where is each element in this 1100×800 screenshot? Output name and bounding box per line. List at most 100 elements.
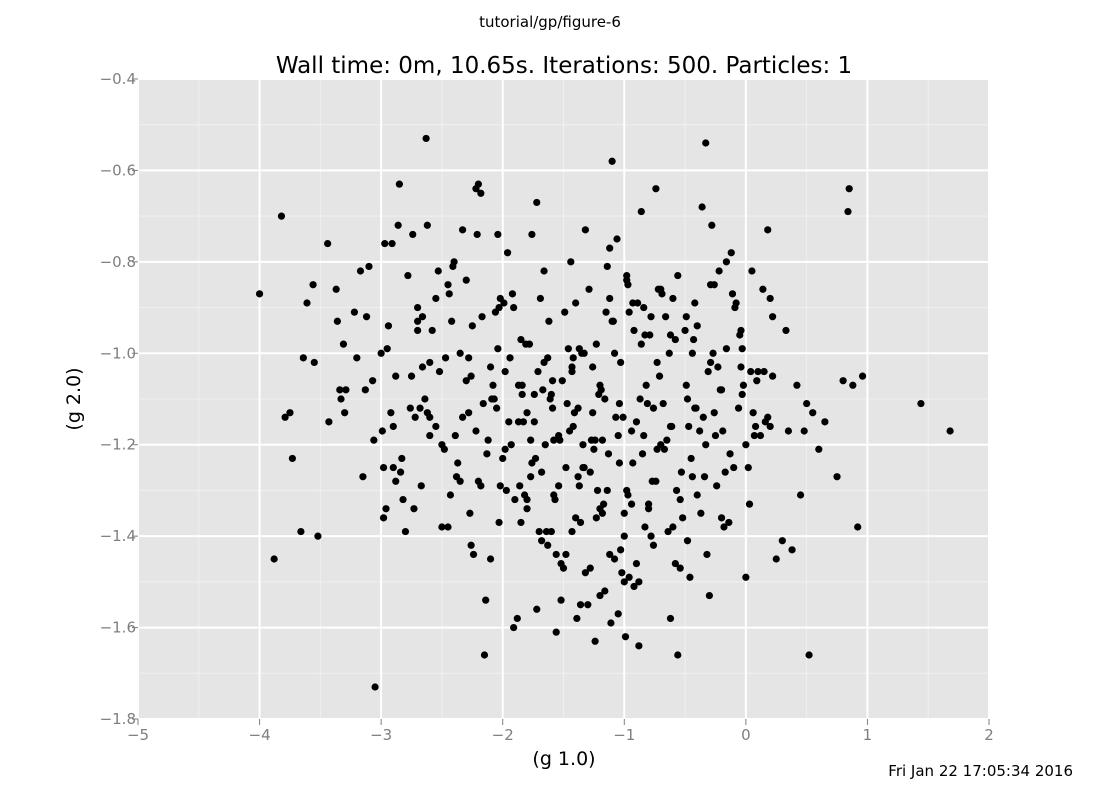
x-tick-label: 2 [984, 726, 994, 744]
data-point [359, 473, 367, 481]
data-point [717, 514, 726, 522]
data-point [591, 637, 599, 645]
data-point [606, 294, 614, 303]
data-point [803, 399, 811, 408]
data-point [314, 532, 322, 540]
data-point [387, 409, 395, 417]
data-point [766, 422, 774, 431]
data-point [657, 285, 665, 293]
data-point [394, 221, 402, 229]
data-point [709, 349, 717, 357]
data-point [606, 244, 614, 252]
data-point [641, 523, 649, 531]
data-point [479, 399, 487, 408]
data-point [523, 409, 531, 417]
data-point [527, 473, 535, 481]
x-tick-label: 1 [863, 726, 873, 744]
x-axis-label: (g 1.0) [532, 748, 595, 770]
data-point [617, 546, 625, 554]
data-point [572, 299, 580, 307]
data-point [569, 422, 577, 431]
data-point [399, 495, 407, 504]
data-point [465, 354, 473, 362]
data-point [617, 358, 625, 367]
data-point [738, 345, 746, 353]
data-point [544, 541, 552, 549]
data-point [584, 601, 592, 609]
data-point [604, 450, 613, 458]
data-point [388, 239, 396, 248]
data-point [715, 267, 723, 275]
data-point [632, 418, 641, 426]
data-point [502, 486, 510, 495]
data-point [750, 431, 758, 440]
data-point [286, 409, 294, 417]
data-point [589, 409, 597, 417]
data-point [341, 409, 349, 417]
data-point [606, 550, 614, 559]
data-point [833, 473, 841, 481]
x-tick-label: −4 [249, 726, 271, 744]
data-point [478, 313, 486, 321]
data-point [299, 354, 307, 362]
data-point [643, 399, 651, 408]
data-point [255, 290, 264, 298]
data-point [332, 285, 340, 293]
data-point [469, 550, 478, 559]
data-point [608, 157, 616, 165]
data-point [530, 390, 538, 399]
data-point [562, 463, 570, 472]
data-point [653, 445, 661, 453]
data-point [550, 436, 558, 444]
x-tick-label: −3 [370, 726, 392, 744]
data-point [686, 573, 694, 581]
data-point [517, 518, 525, 527]
data-point [465, 409, 473, 417]
data-point [614, 610, 622, 618]
data-point [466, 509, 474, 517]
y-tick-label: −1.8 [100, 710, 136, 728]
data-point [422, 134, 430, 143]
data-point [378, 427, 386, 435]
data-point [621, 633, 630, 641]
data-point [688, 349, 696, 357]
data-point [917, 399, 925, 408]
data-point [632, 559, 641, 568]
data-point [666, 422, 675, 431]
data-point [688, 473, 696, 481]
data-point [708, 221, 716, 229]
data-point [513, 614, 521, 623]
data-point [407, 372, 416, 380]
data-point [539, 386, 547, 394]
data-point [721, 468, 729, 476]
data-point [652, 185, 660, 193]
data-point [288, 454, 296, 463]
data-point [629, 459, 637, 467]
data-point [281, 413, 289, 421]
data-point [435, 367, 444, 376]
data-point [754, 367, 762, 376]
data-point [630, 582, 638, 591]
data-point [727, 249, 735, 257]
data-point [482, 596, 490, 604]
data-point [641, 331, 649, 339]
data-point [418, 363, 427, 371]
data-point [421, 395, 429, 403]
data-point [586, 564, 594, 572]
data-point [662, 313, 670, 321]
data-point [416, 404, 424, 412]
data-point [505, 418, 513, 426]
data-point [638, 450, 647, 458]
data-point [434, 267, 442, 275]
data-point [414, 326, 422, 335]
data-point [540, 267, 548, 275]
data-point [578, 349, 586, 357]
data-point [731, 303, 739, 312]
data-point [574, 473, 582, 481]
data-point [760, 367, 768, 376]
data-point [538, 468, 546, 476]
data-point [685, 422, 693, 431]
data-point [414, 303, 422, 312]
data-point [541, 441, 549, 449]
data-point [406, 404, 414, 412]
